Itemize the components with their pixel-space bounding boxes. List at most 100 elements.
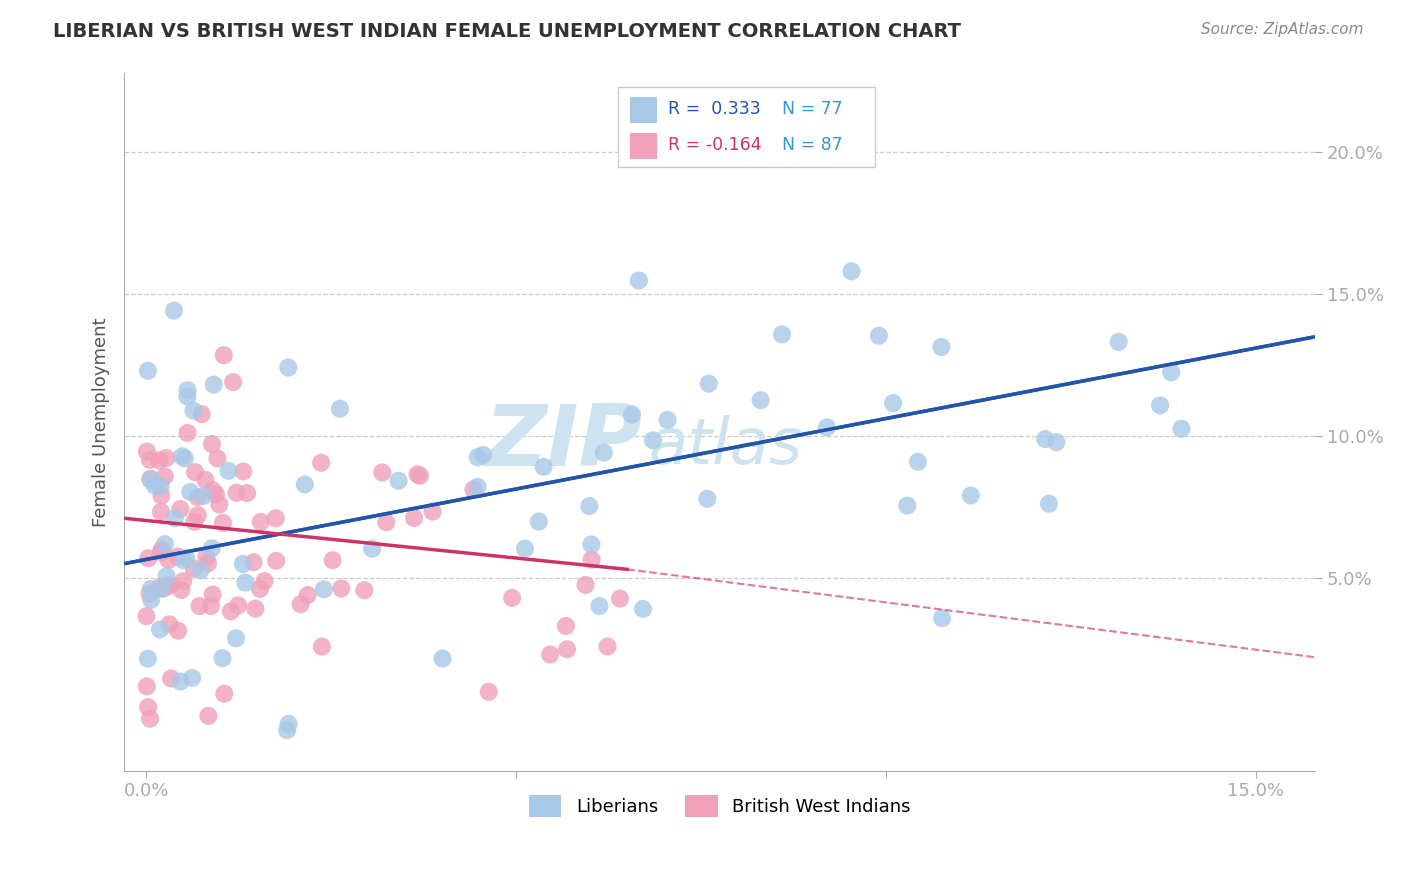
Point (156, 580, 179, 594)
Point (179, 484, 201, 499)
Point (1170, 422, 1192, 436)
Point (150, 542, 173, 557)
Point (150, 545, 173, 559)
Point (330, 582, 353, 596)
Point (163, 303, 186, 318)
Text: Source: ZipAtlas.com: Source: ZipAtlas.com (1201, 22, 1364, 37)
Point (1108, 334, 1130, 349)
Point (139, 592, 162, 607)
Point (309, 456, 332, 470)
Point (183, 515, 205, 529)
Point (135, 444, 157, 458)
Point (201, 587, 224, 601)
Legend: Liberians, British West Indians: Liberians, British West Indians (522, 788, 918, 824)
Point (139, 582, 162, 596)
Y-axis label: Female Unemployment: Female Unemployment (93, 317, 110, 526)
Point (170, 449, 193, 463)
Point (194, 473, 217, 487)
Point (172, 574, 194, 588)
Point (538, 648, 561, 662)
Point (169, 674, 191, 689)
Point (136, 651, 159, 665)
Point (422, 505, 444, 519)
Point (193, 489, 215, 503)
Point (188, 599, 211, 613)
Point (371, 466, 394, 480)
Point (931, 611, 953, 625)
Text: R = -0.164: R = -0.164 (668, 136, 762, 153)
Point (467, 480, 489, 494)
Point (205, 487, 228, 501)
Point (150, 489, 173, 503)
Point (153, 537, 176, 551)
Point (155, 450, 177, 465)
Point (211, 651, 233, 665)
Point (201, 437, 224, 451)
Point (409, 468, 432, 483)
Point (467, 450, 489, 465)
Point (245, 601, 267, 615)
Point (402, 511, 425, 525)
Point (176, 550, 198, 565)
Point (135, 680, 157, 694)
Point (960, 489, 983, 503)
Point (329, 401, 352, 416)
Point (931, 340, 953, 354)
Point (159, 578, 181, 592)
Point (176, 383, 198, 397)
Text: N = 77: N = 77 (782, 101, 842, 119)
Point (166, 549, 188, 564)
Point (588, 599, 610, 613)
Point (135, 609, 157, 624)
Point (294, 477, 316, 491)
Point (749, 393, 772, 408)
Point (181, 671, 204, 685)
Point (1038, 497, 1060, 511)
Point (149, 479, 172, 493)
Point (207, 451, 229, 466)
Point (264, 554, 287, 568)
FancyBboxPatch shape (619, 87, 875, 167)
Point (478, 685, 501, 699)
Point (697, 376, 720, 391)
Point (139, 453, 162, 467)
Point (609, 591, 631, 606)
Point (236, 486, 259, 500)
Point (387, 474, 409, 488)
Point (463, 483, 485, 497)
Point (770, 327, 793, 342)
Point (249, 515, 271, 529)
Point (195, 549, 218, 564)
Point (176, 425, 198, 440)
Point (149, 580, 172, 594)
Point (907, 455, 929, 469)
Point (815, 420, 838, 434)
Point (581, 537, 603, 551)
Point (183, 403, 205, 417)
Point (290, 597, 312, 611)
Point (896, 499, 918, 513)
Point (841, 264, 863, 278)
Point (277, 360, 299, 375)
Point (190, 563, 212, 577)
Point (533, 459, 555, 474)
Point (201, 483, 224, 498)
Point (157, 553, 180, 567)
Point (235, 575, 257, 590)
Point (312, 582, 335, 597)
Point (554, 619, 576, 633)
Point (322, 553, 344, 567)
Point (153, 469, 176, 483)
Point (882, 396, 904, 410)
Point (190, 407, 212, 421)
Point (631, 602, 654, 616)
Point (169, 502, 191, 516)
FancyBboxPatch shape (630, 133, 657, 159)
Point (527, 515, 550, 529)
Text: N = 87: N = 87 (782, 136, 842, 153)
Point (150, 582, 173, 596)
Point (139, 472, 162, 486)
Point (183, 561, 205, 575)
Point (149, 505, 172, 519)
Point (138, 587, 160, 601)
